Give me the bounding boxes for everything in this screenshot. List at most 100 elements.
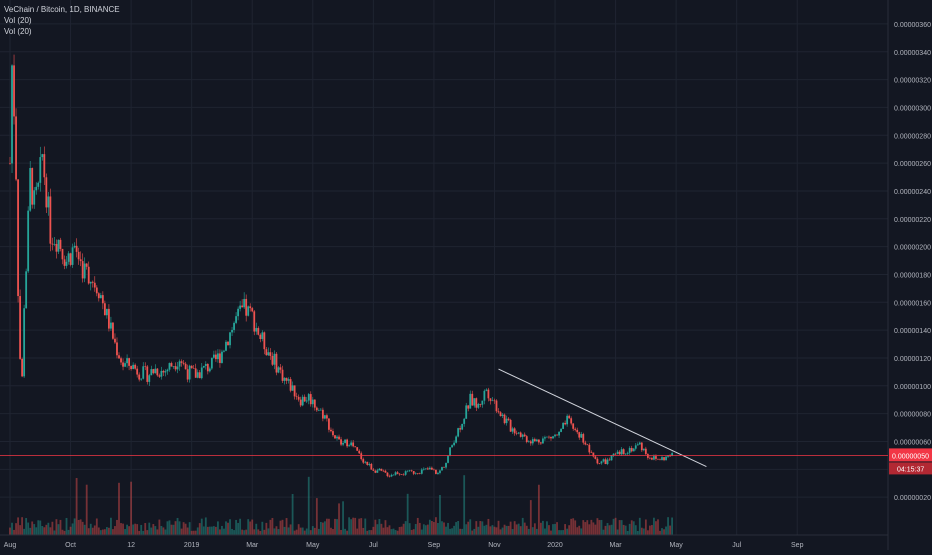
volume-bar	[85, 484, 88, 535]
candle-body	[73, 245, 76, 248]
candle-body	[309, 394, 312, 405]
candle-body	[63, 259, 66, 266]
y-tick-label: 0.00000120	[894, 356, 931, 363]
candle-body	[267, 352, 270, 356]
candle-body	[154, 368, 157, 374]
candle-body	[190, 365, 193, 369]
candle-body	[515, 433, 518, 434]
candle-body	[281, 369, 284, 381]
candle-body	[509, 419, 512, 432]
y-tick-label: 0.00000220	[894, 217, 931, 224]
volume-bar	[665, 526, 667, 535]
candle-body	[170, 363, 173, 367]
volume-bar	[204, 517, 207, 535]
volume-bar	[128, 526, 130, 535]
candle-body	[164, 371, 167, 373]
volume-bar	[251, 519, 254, 535]
candle-body	[340, 439, 342, 445]
candle-body	[9, 163, 11, 164]
volume-bar	[279, 520, 282, 535]
candle-body	[37, 182, 40, 187]
trendline-layer[interactable]	[498, 368, 707, 467]
volume-bar	[27, 522, 30, 535]
candle-body	[412, 471, 415, 474]
volume-bar	[624, 525, 627, 535]
volume-bar	[321, 522, 324, 535]
volume-bar	[491, 525, 494, 535]
volume-bar	[519, 526, 522, 535]
volume-bar	[578, 525, 581, 535]
volume-bar	[398, 527, 401, 535]
candle-body	[356, 447, 359, 451]
volume-bar	[445, 526, 447, 535]
candle-body	[406, 470, 409, 472]
volume-bar	[640, 527, 643, 535]
candle-body	[408, 470, 411, 472]
candle-body	[324, 415, 326, 419]
candle-body	[338, 436, 340, 440]
volume-bar	[523, 522, 526, 535]
candle-body	[336, 436, 338, 439]
candle-body	[574, 428, 577, 430]
volume-bar	[344, 528, 346, 535]
volume-bar	[535, 528, 538, 535]
volume-bar	[275, 526, 278, 535]
candle-body	[519, 432, 522, 437]
y-tick-label: 0.00000360	[894, 22, 931, 29]
candle-body	[253, 311, 256, 332]
volume-bar	[378, 519, 381, 535]
volume-bar	[418, 522, 421, 535]
candle-body	[194, 368, 197, 378]
volume-bar	[634, 525, 637, 535]
volume-bar	[307, 476, 310, 535]
volume-bar	[33, 524, 36, 535]
candle-body	[600, 461, 603, 464]
volume-bar	[67, 529, 70, 535]
volume-bar	[612, 518, 615, 535]
candle-body	[586, 444, 589, 446]
candle-body	[418, 473, 421, 474]
volume-bar	[291, 494, 294, 535]
legend-vol-1[interactable]: Vol (20)	[4, 16, 32, 25]
volume-bar	[206, 526, 209, 535]
volume-bar	[239, 518, 242, 535]
volume-bar	[202, 526, 205, 535]
volume-bar	[330, 527, 332, 535]
volume-bar	[233, 530, 235, 535]
volume-bar	[118, 482, 120, 535]
candle-body	[582, 434, 585, 443]
legend-vol-2[interactable]: Vol (20)	[4, 27, 32, 36]
volume-bar	[544, 528, 546, 535]
volume-bar	[501, 527, 504, 535]
candle-body	[184, 363, 187, 370]
volume-bar	[441, 521, 443, 535]
volume-bar	[160, 525, 163, 535]
candle-body	[592, 452, 595, 457]
candle-body	[388, 476, 391, 477]
volume-bar	[364, 518, 367, 535]
legend-symbol[interactable]: VeChain / Bitcoin, 1D, BINANCE	[4, 5, 120, 14]
candle-body	[529, 441, 532, 444]
y-tick-label: 0.00000140	[894, 328, 931, 335]
candle-body	[455, 436, 458, 443]
volume-bar	[265, 522, 268, 535]
candle-body	[626, 452, 629, 454]
candle-body	[485, 389, 488, 391]
volume-bar	[105, 527, 108, 535]
volume-bar	[225, 521, 227, 535]
candle-body	[297, 396, 300, 400]
trendline	[498, 368, 707, 467]
volume-bar	[198, 523, 201, 535]
candle-body	[634, 445, 637, 449]
volume-bar	[281, 519, 284, 535]
x-tick-label: Nov	[488, 542, 501, 549]
candle-body	[233, 322, 235, 330]
candle-body	[180, 361, 183, 363]
candle-body	[271, 355, 274, 365]
candle-body	[182, 362, 185, 364]
candle-body	[469, 393, 472, 409]
volume-bar	[267, 528, 270, 535]
